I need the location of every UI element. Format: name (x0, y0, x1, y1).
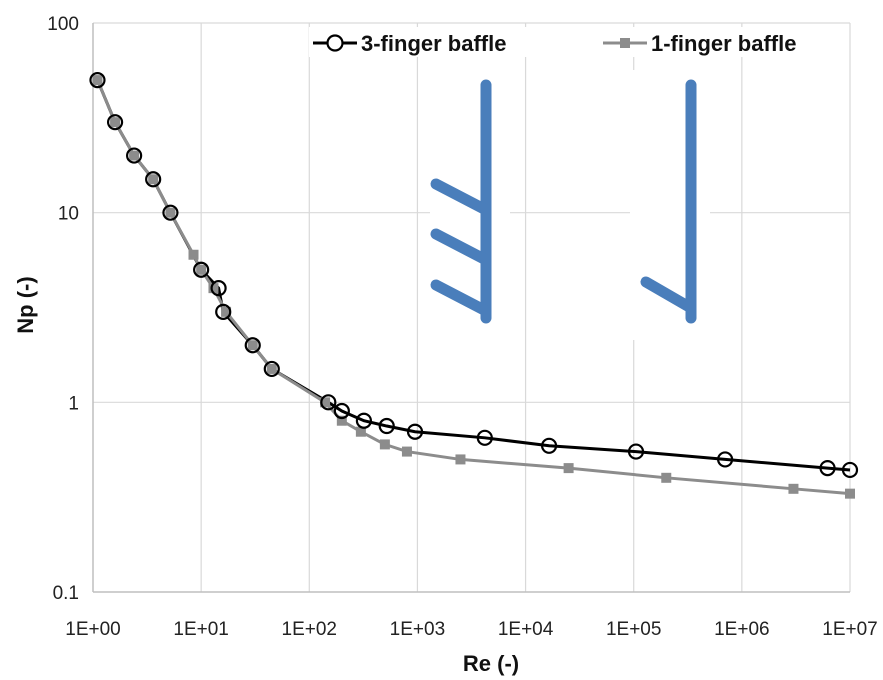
data-point (563, 463, 574, 474)
data-point (819, 460, 836, 477)
series-layer (89, 71, 859, 499)
data-point (193, 261, 210, 278)
legend-marker (326, 34, 344, 52)
x-tick-label: 1E+01 (173, 619, 228, 640)
y-axis-title: Np (-) (13, 276, 38, 333)
data-point (333, 402, 350, 420)
axes (92, 23, 850, 593)
data-point (788, 483, 799, 494)
data-point (162, 204, 179, 221)
data-point (355, 412, 373, 429)
data-point (247, 340, 258, 351)
data-point (148, 174, 159, 185)
x-tick-label: 1E+07 (822, 619, 877, 640)
data-point (221, 306, 232, 317)
data-point (379, 439, 390, 450)
data-point (188, 249, 199, 260)
data-point (661, 472, 672, 483)
data-point (845, 488, 855, 499)
data-point (208, 283, 219, 294)
data-point (145, 171, 162, 188)
data-point (244, 337, 261, 354)
data-point (129, 150, 140, 161)
data-point (476, 429, 493, 446)
data-point (110, 117, 121, 128)
legend: 3-finger baffle 1-finger baffle (309, 27, 849, 57)
y-tick-label: 100 (47, 14, 79, 35)
x-axis-title: Re (-) (463, 651, 519, 676)
data-point (320, 394, 337, 411)
data-point (266, 363, 277, 374)
data-point (378, 417, 395, 435)
x-tick-label: 1E+00 (65, 619, 120, 640)
data-point (89, 71, 106, 89)
3-finger-baffle-icon (430, 79, 492, 324)
data-point (406, 423, 424, 440)
data-point (92, 75, 103, 86)
y-tick-label: 1 (68, 393, 79, 414)
data-point (210, 280, 227, 297)
x-tick-label: 1E+04 (498, 619, 554, 640)
data-point (627, 443, 645, 460)
data-point (263, 360, 280, 378)
data-point (320, 397, 331, 408)
data-point (717, 451, 734, 468)
data-point (196, 264, 207, 275)
data-point (540, 437, 558, 454)
x-tick-label: 1E+05 (606, 619, 661, 640)
y-tick-label: 10 (58, 204, 79, 225)
data-point (106, 114, 124, 131)
y-tick-label: 0.1 (53, 583, 79, 604)
data-point (126, 147, 143, 164)
data-point (841, 461, 859, 479)
data-point (455, 454, 466, 465)
x-tick-label: 1E+06 (714, 619, 769, 640)
baffle-illustrations (430, 70, 710, 340)
tick-labels: 1E+00 1E+01 1E+02 1E+03 1E+04 1E+05 1E+06 1E+07… (47, 14, 877, 640)
x-tick-label: 1E+02 (282, 619, 337, 640)
legend-label: 1-finger baffle (651, 31, 796, 56)
1-finger-baffle-icon (640, 79, 697, 324)
legend-label: 3-finger baffle (361, 31, 506, 56)
x-tick-label: 1E+03 (390, 619, 445, 640)
data-point (165, 207, 176, 218)
legend-marker (620, 38, 630, 48)
data-point (215, 303, 232, 320)
data-point (355, 426, 366, 437)
data-point (401, 446, 412, 457)
data-point (336, 415, 347, 426)
